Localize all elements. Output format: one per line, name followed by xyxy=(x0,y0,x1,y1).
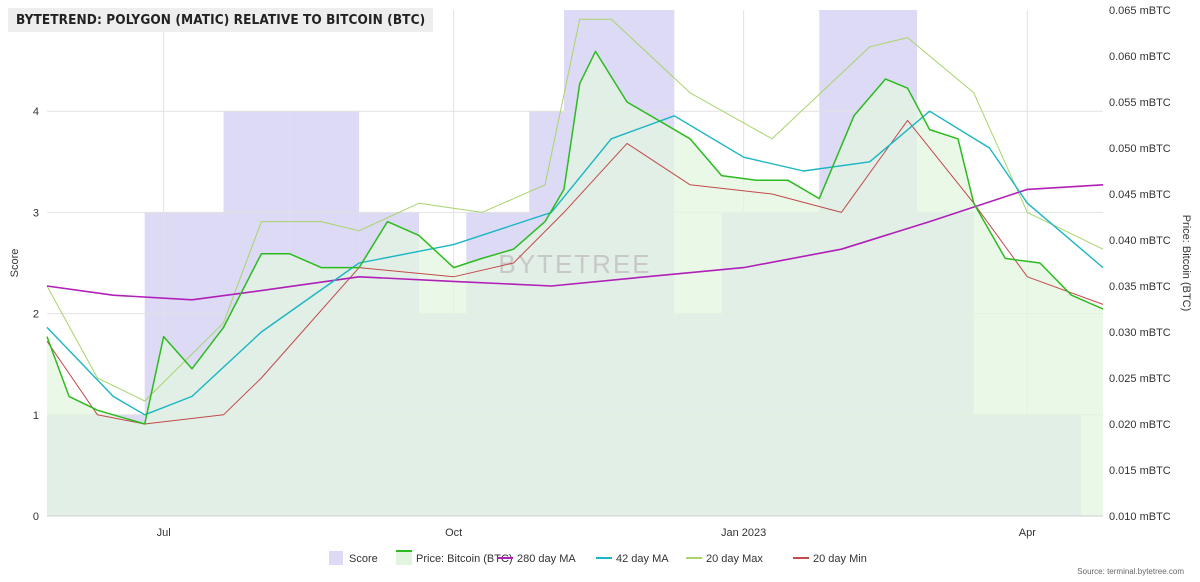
x-tick-label: Oct xyxy=(445,527,462,539)
legend-item[interactable]: 20 day Max xyxy=(686,553,763,565)
min20-line xyxy=(46,119,1104,425)
left-tick-label: 1 xyxy=(33,410,39,422)
legend-label: Score xyxy=(349,553,378,565)
right-tick-label: 0.015 mBTC xyxy=(1109,465,1171,477)
left-tick-label: 0 xyxy=(33,511,39,523)
x-tick-label: Jan 2023 xyxy=(721,527,766,539)
right-tick-label: 0.020 mBTC xyxy=(1109,419,1171,431)
right-tick-label: 0.060 mBTC xyxy=(1109,51,1171,63)
left-tick-label: 4 xyxy=(33,106,39,118)
legend-label: 42 day MA xyxy=(616,553,669,565)
right-tick-label: 0.050 mBTC xyxy=(1109,143,1171,155)
right-axis-label: Price: Bitcoin (BTC) xyxy=(1180,215,1192,312)
chart-title: BYTETREND: POLYGON (MATIC) RELATIVE TO B… xyxy=(8,8,434,32)
legend-item[interactable]: 42 day MA xyxy=(596,553,669,565)
right-tick-label: 0.065 mBTC xyxy=(1109,5,1171,17)
right-tick-label: 0.025 mBTC xyxy=(1109,373,1171,385)
right-tick-label: 0.045 mBTC xyxy=(1109,189,1171,201)
right-tick-label: 0.055 mBTC xyxy=(1109,97,1171,109)
legend[interactable]: Score Price: Bitcoin (BTC) 280 day MA 42 da… xyxy=(329,550,867,565)
series-lines xyxy=(46,18,1104,425)
axes: 0 1 2 3 4 0.010 mBTC 0.015 mBTC 0.020 mBTC 0.025… xyxy=(9,5,1192,539)
right-tick-label: 0.035 mBTC xyxy=(1109,281,1171,293)
watermark: BYTETREE xyxy=(498,249,651,279)
left-tick-label: 2 xyxy=(33,309,39,321)
left-axis-label: Score xyxy=(9,249,21,278)
legend-label: Price: Bitcoin (BTC) xyxy=(416,553,513,565)
legend-item[interactable]: 280 day MA xyxy=(497,553,576,565)
legend-label: 20 day Max xyxy=(706,553,763,565)
x-tick-label: Apr xyxy=(1019,527,1036,539)
legend-item[interactable]: Price: Bitcoin (BTC) xyxy=(396,550,513,565)
source-note[interactable]: Source: terminal.bytetree.com xyxy=(1077,567,1184,576)
legend-label: 280 day MA xyxy=(517,553,576,565)
ma280-line xyxy=(46,184,1104,301)
right-tick-label: 0.010 mBTC xyxy=(1109,511,1171,523)
right-tick-label: 0.040 mBTC xyxy=(1109,235,1171,247)
legend-label: 20 day Min xyxy=(813,553,867,565)
legend-swatch xyxy=(329,551,343,565)
legend-item[interactable]: Score xyxy=(329,551,378,565)
right-tick-label: 0.030 mBTC xyxy=(1109,327,1171,339)
x-tick-label: Jul xyxy=(157,527,171,539)
ma42-line xyxy=(46,110,1104,416)
max20-line xyxy=(46,18,1104,402)
legend-swatch xyxy=(396,551,412,565)
price-line xyxy=(46,50,1104,425)
legend-item[interactable]: 20 day Min xyxy=(793,553,867,565)
left-tick-label: 3 xyxy=(33,207,39,219)
